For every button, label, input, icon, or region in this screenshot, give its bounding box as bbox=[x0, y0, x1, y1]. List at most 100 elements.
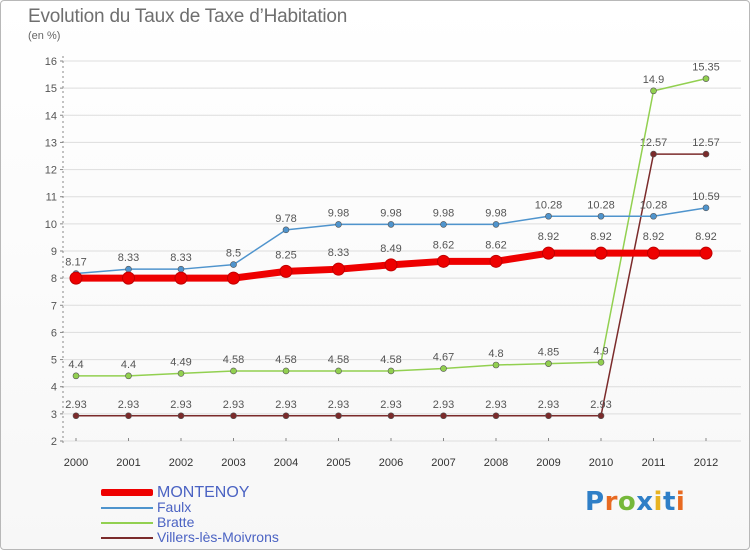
data-point-3 bbox=[440, 412, 447, 420]
data-label-0: 8.33 bbox=[328, 247, 349, 259]
data-point-1 bbox=[702, 204, 710, 212]
data-label-2: 14.9 bbox=[643, 74, 664, 86]
data-label-2: 4.4 bbox=[68, 359, 83, 371]
data-label-2: 4.58 bbox=[328, 354, 349, 366]
data-label-1: 10.28 bbox=[535, 199, 563, 211]
logo-letter-x: x bbox=[636, 487, 654, 517]
x-tick-label: 2010 bbox=[589, 457, 613, 469]
data-label-1: 8.33 bbox=[118, 252, 139, 264]
data-point-3 bbox=[125, 412, 132, 420]
legend-label: Bratte bbox=[157, 514, 195, 530]
data-label-1: 9.78 bbox=[275, 213, 296, 225]
x-tick-label: 2006 bbox=[379, 457, 403, 469]
data-label-3: 2.93 bbox=[118, 399, 139, 411]
legend-label: Faulx bbox=[157, 499, 192, 515]
data-point-0 bbox=[647, 246, 660, 260]
data-label-0: 8.92 bbox=[643, 231, 664, 243]
data-label-3: 2.93 bbox=[170, 399, 191, 411]
legend-swatch bbox=[101, 506, 153, 509]
data-point-0 bbox=[122, 271, 135, 285]
data-label-3: 2.93 bbox=[223, 399, 244, 411]
data-label-1: 9.98 bbox=[433, 207, 454, 219]
legend-item: MONTENOY bbox=[101, 484, 421, 501]
data-label-2: 4.58 bbox=[223, 354, 244, 366]
data-point-1 bbox=[597, 212, 605, 220]
y-tick-label: 12 bbox=[45, 165, 57, 177]
data-label-0: 8.92 bbox=[590, 231, 611, 243]
data-label-0: 8.25 bbox=[275, 249, 296, 261]
data-label-0: 8.92 bbox=[538, 231, 559, 243]
data-point-0 bbox=[69, 271, 83, 285]
data-point-0 bbox=[699, 246, 713, 260]
y-tick-label: 14 bbox=[45, 110, 57, 122]
data-point-2 bbox=[545, 360, 552, 367]
data-point-0 bbox=[279, 264, 293, 278]
data-point-0 bbox=[384, 258, 398, 272]
y-tick-label: 4 bbox=[51, 382, 57, 394]
data-point-2 bbox=[230, 367, 237, 375]
y-tick-label: 10 bbox=[45, 219, 57, 231]
data-point-2 bbox=[650, 87, 657, 95]
x-tick-label: 2000 bbox=[64, 457, 88, 469]
data-point-2 bbox=[440, 365, 447, 372]
x-tick-label: 2004 bbox=[274, 457, 298, 469]
data-point-2 bbox=[492, 361, 500, 369]
data-point-0 bbox=[332, 262, 345, 276]
data-label-3: 2.93 bbox=[65, 399, 86, 411]
x-tick-label: 2011 bbox=[642, 457, 666, 469]
proxiti-logo: Proxiti bbox=[585, 487, 685, 517]
data-point-1 bbox=[125, 265, 132, 273]
x-tick-label: 2002 bbox=[169, 457, 193, 469]
y-tick-label: 16 bbox=[45, 56, 57, 68]
data-label-1: 8.33 bbox=[170, 252, 191, 264]
x-tick-label: 2012 bbox=[694, 457, 718, 469]
data-label-3: 12.57 bbox=[640, 137, 668, 149]
y-tick-label: 7 bbox=[51, 300, 57, 312]
data-label-1: 8.5 bbox=[226, 248, 241, 260]
data-point-0 bbox=[542, 246, 555, 260]
data-point-0 bbox=[174, 271, 188, 285]
y-tick-label: 2 bbox=[51, 436, 57, 448]
data-point-2 bbox=[335, 367, 342, 375]
data-point-3 bbox=[335, 412, 342, 420]
legend-label: MONTENOY bbox=[157, 484, 250, 501]
data-point-1 bbox=[230, 261, 237, 268]
y-tick-label: 9 bbox=[51, 246, 57, 258]
data-point-1 bbox=[440, 221, 447, 228]
data-label-3: 12.57 bbox=[692, 137, 720, 149]
chart-title: Evolution du Taux de Taxe d’Habitation bbox=[28, 6, 348, 27]
series-line-3 bbox=[75, 153, 707, 417]
data-label-2: 4.58 bbox=[275, 354, 296, 366]
legend-label: Villers-lès-Moivrons bbox=[157, 529, 279, 545]
data-label-2: 4.85 bbox=[538, 347, 559, 359]
data-point-3 bbox=[702, 150, 710, 158]
legend-swatch bbox=[101, 489, 153, 496]
data-label-0: 8.62 bbox=[433, 239, 454, 251]
legend-item: Bratte bbox=[101, 515, 421, 530]
data-point-3 bbox=[230, 412, 237, 420]
data-point-2 bbox=[72, 372, 80, 380]
data-point-3 bbox=[72, 412, 80, 420]
logo-letter-r: r bbox=[604, 487, 618, 517]
data-label-3: 2.93 bbox=[485, 399, 506, 411]
data-label-2: 4.67 bbox=[433, 352, 454, 364]
data-point-3 bbox=[650, 150, 657, 158]
data-point-0 bbox=[594, 246, 608, 260]
y-tick-label: 11 bbox=[46, 192, 57, 204]
data-point-0 bbox=[227, 271, 240, 285]
data-label-3: 2.93 bbox=[380, 399, 401, 411]
data-point-0 bbox=[489, 254, 503, 268]
legend-swatch bbox=[101, 521, 153, 524]
data-point-2 bbox=[125, 372, 132, 380]
data-label-1: 10.28 bbox=[587, 199, 615, 211]
y-tick-label: 3 bbox=[51, 409, 57, 421]
data-point-1 bbox=[282, 226, 290, 234]
y-tick-label: 6 bbox=[51, 327, 57, 339]
logo-letter-i2: i bbox=[675, 487, 686, 517]
y-tick-label: 15 bbox=[45, 83, 57, 95]
data-label-3: 2.93 bbox=[328, 399, 349, 411]
logo-letter-t: t bbox=[662, 487, 676, 517]
data-label-2: 4.8 bbox=[488, 348, 503, 360]
data-label-3: 2.93 bbox=[590, 399, 611, 411]
data-label-0: 8.92 bbox=[695, 231, 716, 243]
